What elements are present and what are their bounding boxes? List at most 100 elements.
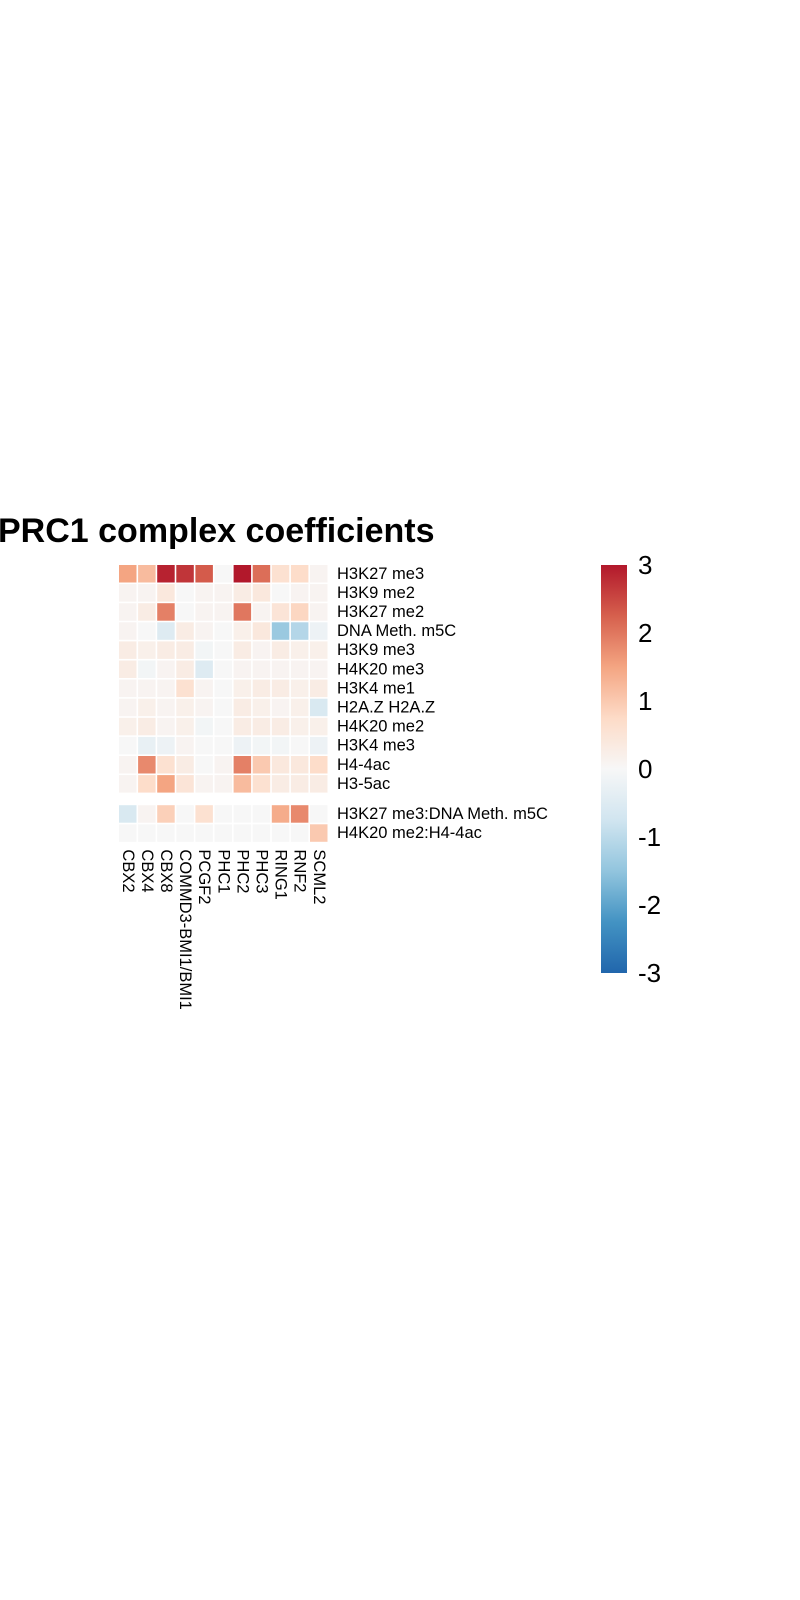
heatmap-cell: [271, 805, 290, 823]
row-label: DNA Meth. m5C: [337, 622, 456, 640]
heatmap-cell: [214, 717, 232, 736]
heatmap-cell: [176, 622, 194, 640]
heatmap-cell: [233, 565, 252, 583]
heatmap-cell: [119, 717, 137, 736]
heatmap-cell: [252, 565, 271, 583]
heatmap-cell: [271, 824, 290, 842]
heatmap-cell: [290, 805, 309, 823]
heatmap-cell: [176, 679, 194, 698]
heatmap-cell: [252, 679, 271, 698]
row-label: H2A.Z H2A.Z: [337, 698, 435, 716]
heatmap-cell: [214, 660, 232, 678]
heatmap-cell: [233, 698, 252, 717]
heatmap-cell: [195, 775, 213, 793]
heatmap-cell: [271, 622, 290, 640]
colorbar-tick-label: -2: [638, 890, 661, 920]
heatmap-cell: [119, 622, 137, 640]
row-label: H3K4 me3: [337, 737, 415, 755]
column-label: PHC3: [252, 849, 270, 893]
heatmap-cell: [290, 622, 309, 640]
heatmap-cell: [157, 736, 175, 755]
heatmap-cell: [233, 641, 252, 659]
heatmap-cell: [157, 775, 175, 793]
heatmap-cell: [157, 824, 175, 842]
heatmap-cell: [176, 756, 194, 774]
heatmap-cell: [119, 805, 137, 823]
heatmap-cell: [290, 641, 309, 659]
column-label: CBX8: [157, 849, 175, 892]
heatmap-cell: [233, 805, 252, 823]
heatmap-cell: [214, 775, 232, 793]
heatmap-cell: [195, 603, 213, 621]
heatmap-cell: [233, 736, 252, 755]
heatmap-cell: [214, 756, 232, 774]
column-label: RNF2: [291, 849, 309, 892]
heatmap-cell: [233, 622, 252, 640]
heatmap-cell: [138, 679, 156, 698]
heatmap-cell: [138, 660, 156, 678]
heatmap-cell: [233, 824, 252, 842]
heatmap-cell: [252, 717, 271, 736]
heatmap-cell: [138, 717, 156, 736]
column-label: SCML2: [310, 849, 328, 904]
colorbar-tick-label: -3: [638, 958, 661, 988]
heatmap-cell: [157, 603, 175, 621]
heatmap-cell: [252, 584, 271, 602]
heatmap-cell: [176, 805, 194, 823]
column-label: COMMD3-BMI1/BMI1: [176, 849, 194, 1009]
column-label: RING1: [272, 849, 290, 899]
heatmap-cell: [290, 736, 309, 755]
heatmap-cell: [233, 584, 252, 602]
heatmap-cell: [310, 756, 328, 774]
heatmap-cell: [157, 698, 175, 717]
heatmap-cell: [138, 565, 156, 583]
heatmap-cell: [119, 698, 137, 717]
heatmap-cell: [138, 584, 156, 602]
heatmap-cell: [195, 805, 213, 823]
row-label: H3-5ac: [337, 775, 390, 793]
heatmap-cell: [310, 622, 328, 640]
heatmap-cell: [233, 717, 252, 736]
heatmap-cell: [214, 736, 232, 755]
heatmap-cell: [310, 775, 328, 793]
heatmap-cell: [195, 584, 213, 602]
heatmap-cell: [290, 603, 309, 621]
row-label: H4K20 me2: [337, 718, 424, 736]
heatmap-cell: [119, 775, 137, 793]
heatmap-cell: [252, 622, 271, 640]
heatmap-cell: [310, 603, 328, 621]
heatmap-cell: [176, 824, 194, 842]
heatmap-cell: [157, 622, 175, 640]
heatmap-cell: [157, 641, 175, 659]
heatmap-cell: [290, 565, 309, 583]
heatmap-cell: [195, 679, 213, 698]
heatmap-cell: [310, 584, 328, 602]
heatmap-cell: [176, 565, 194, 583]
heatmap-cell: [214, 698, 232, 717]
row-label: H3K27 me3: [337, 565, 424, 583]
heatmap-cell: [252, 805, 271, 823]
row-label: H3K27 me3:DNA Meth. m5C: [337, 805, 548, 823]
heatmap-cell: [252, 698, 271, 717]
heatmap-cell: [119, 584, 137, 602]
heatmap-cell: [214, 584, 232, 602]
heatmap-cell: [252, 660, 271, 678]
heatmap-cell: [310, 736, 328, 755]
heatmap-cell: [119, 641, 137, 659]
row-label: H4K20 me3: [337, 660, 424, 678]
heatmap-cell: [176, 717, 194, 736]
heatmap-cell: [252, 603, 271, 621]
heatmap-cell: [310, 641, 328, 659]
heatmap-cell: [233, 660, 252, 678]
heatmap-cell: [119, 565, 137, 583]
heatmap-cell: [195, 641, 213, 659]
heatmap-cell: [271, 679, 290, 698]
heatmap-cell: [252, 756, 271, 774]
heatmap-cell: [138, 641, 156, 659]
heatmap-cell: [233, 603, 252, 621]
heatmap-cell: [176, 775, 194, 793]
colorbar: 3 2 1 0 -1 -2 -3: [601, 550, 661, 988]
heatmap-cell: [176, 736, 194, 755]
